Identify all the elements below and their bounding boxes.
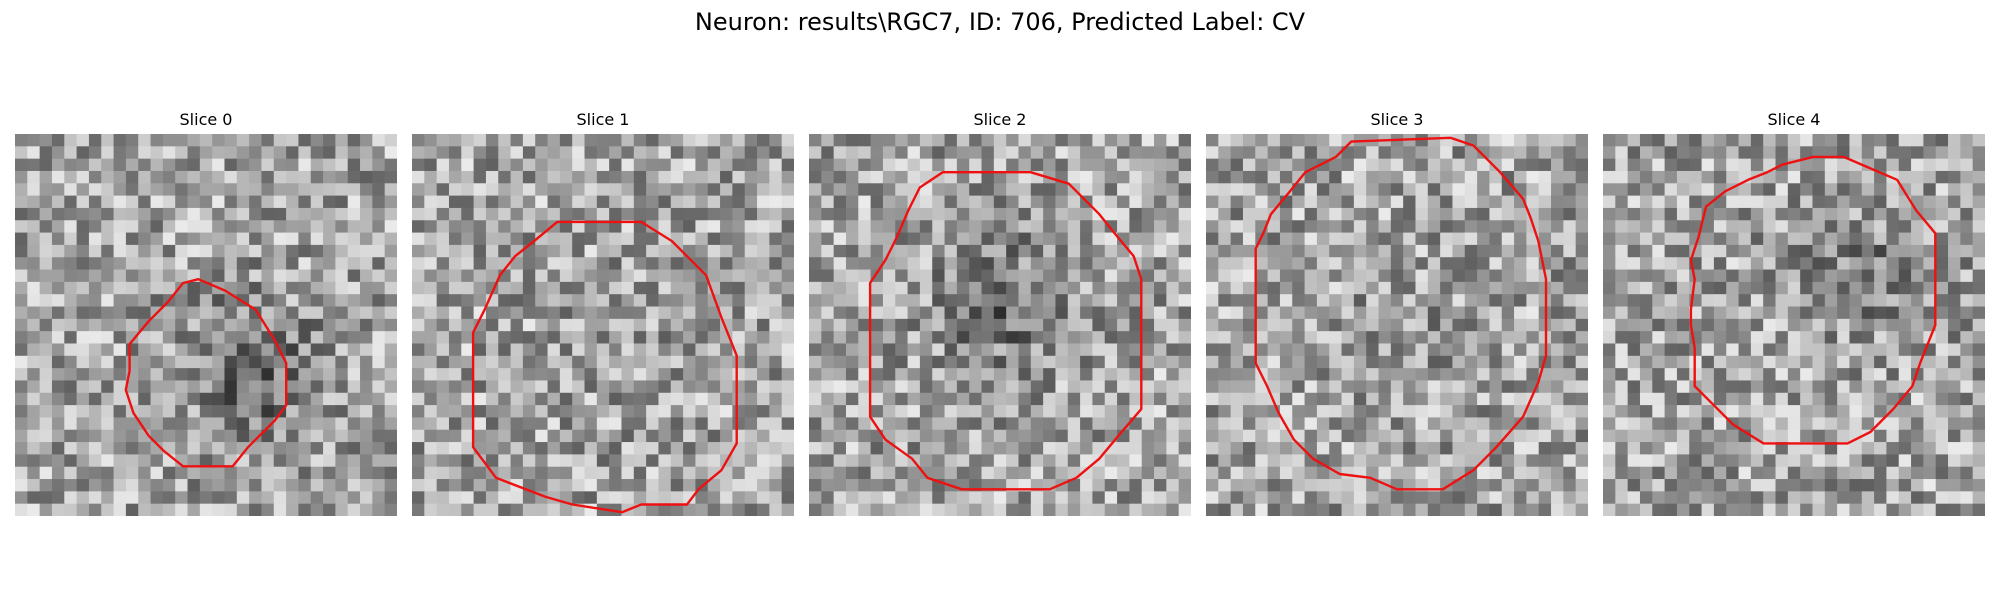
panel-title: Slice 3 [1370,110,1424,129]
cell-contour [1254,136,1548,491]
cell-contour [124,277,288,468]
panel-title: Slice 0 [179,110,233,129]
cell-contour [1689,155,1937,445]
slice-image [1206,134,1588,516]
slice-image [412,134,794,516]
slice-image [15,134,397,516]
panel-title: Slice 4 [1767,110,1821,129]
cell-contour [868,171,1143,491]
figure-title: Neuron: results\RGC7, ID: 706, Predicted… [694,8,1306,36]
panel-title: Slice 1 [576,110,630,129]
cell-contour [471,220,738,514]
panel-title: Slice 2 [973,110,1027,129]
slice-image [809,134,1191,516]
slice-image [1603,134,1985,516]
